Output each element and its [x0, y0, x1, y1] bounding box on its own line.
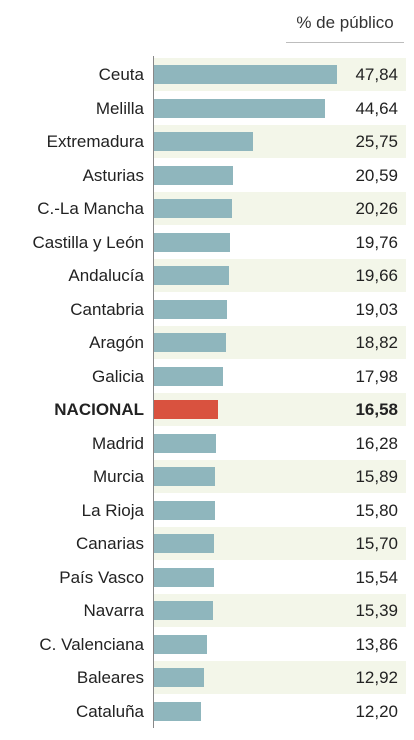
bar	[154, 534, 215, 553]
value-label: 12,92	[355, 668, 398, 687]
bar	[154, 366, 223, 386]
category-label: Melilla	[95, 98, 144, 118]
value-label: 18,82	[355, 333, 398, 352]
category-label: La Rioja	[81, 500, 144, 520]
bar	[154, 701, 201, 721]
category-label: C.-La Mancha	[37, 199, 144, 218]
bar	[154, 232, 230, 252]
value-label: 15,80	[355, 500, 398, 520]
y-axis-line	[153, 56, 154, 728]
value-label: 44,64	[355, 98, 398, 118]
category-label: Canarias	[75, 534, 144, 553]
bar	[154, 165, 233, 185]
category-label: Baleares	[76, 668, 144, 687]
category-label: NACIONAL	[54, 400, 144, 419]
value-label: 13,86	[355, 634, 398, 654]
category-label: Aragón	[89, 333, 144, 352]
bar	[154, 634, 208, 654]
category-label: Cataluña	[75, 701, 144, 721]
bar	[154, 266, 230, 285]
category-label: Extremadura	[46, 132, 144, 151]
value-label: 25,75	[355, 132, 398, 151]
bar	[154, 333, 227, 352]
bar	[154, 433, 217, 453]
bar	[154, 601, 213, 620]
value-label: 15,39	[355, 601, 398, 620]
value-label: 47,84	[355, 65, 398, 84]
bar	[154, 98, 326, 118]
value-label: 15,54	[355, 567, 398, 587]
bar	[154, 668, 204, 687]
bar	[154, 567, 214, 587]
value-label: 20,59	[355, 165, 398, 185]
bar	[154, 65, 338, 84]
value-label: 17,98	[355, 366, 398, 386]
category-label: C. Valenciana	[39, 634, 144, 654]
value-label: 20,26	[355, 199, 398, 218]
category-label: Murcia	[92, 467, 144, 486]
value-label: 19,03	[355, 299, 398, 319]
bar	[154, 467, 215, 486]
value-label: 16,58	[355, 400, 398, 419]
column-header: % de público	[286, 12, 404, 43]
value-label: 12,20	[355, 701, 398, 721]
value-label: 15,70	[355, 534, 398, 553]
category-label: Andalucía	[68, 266, 144, 285]
category-label: Cantabria	[70, 299, 144, 319]
value-label: 15,89	[355, 467, 398, 486]
category-label: País Vasco	[59, 567, 144, 587]
bar-highlight	[154, 400, 218, 419]
bar	[154, 132, 253, 151]
bar	[154, 500, 215, 520]
category-label: Navarra	[83, 601, 144, 620]
category-label: Madrid	[92, 433, 144, 453]
category-label: Galicia	[92, 366, 144, 386]
value-label: 19,76	[355, 232, 398, 252]
category-label: Castilla y León	[32, 232, 144, 252]
value-label: 19,66	[355, 266, 398, 285]
category-label: Asturias	[82, 165, 144, 185]
value-label: 16,28	[355, 433, 398, 453]
bar	[154, 199, 232, 218]
bar	[154, 299, 227, 319]
category-label: Ceuta	[98, 65, 144, 84]
